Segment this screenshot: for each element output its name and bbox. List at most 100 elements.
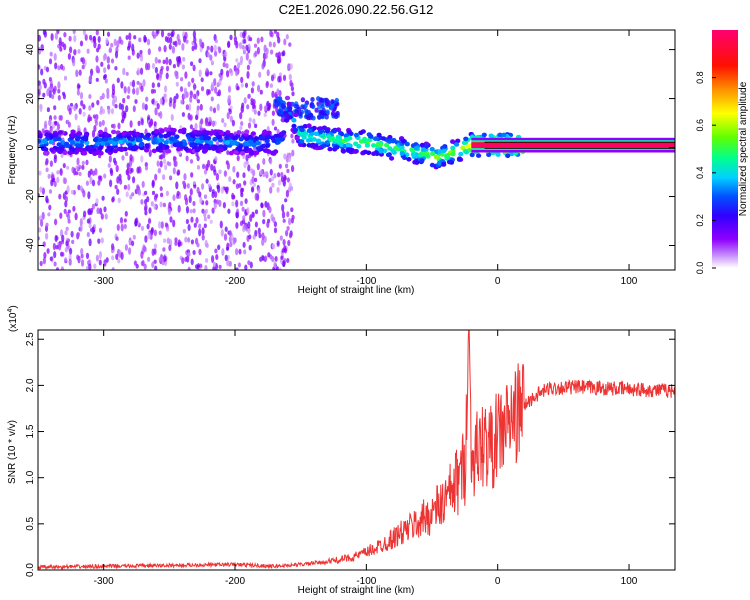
heatmap-noise-cell <box>163 255 167 263</box>
heatmap-ridge-cell <box>266 134 272 140</box>
heatmap-noise-cell <box>259 89 263 95</box>
snr-plot-area <box>38 330 675 570</box>
heatmap-ridge-cell <box>49 147 55 153</box>
heatmap-noise-cell <box>222 202 226 209</box>
heatmap-noise-cell <box>70 230 74 238</box>
heatmap-noise-cell <box>271 90 275 98</box>
heatmap-ridge-cell <box>129 146 135 151</box>
heatmap-noise-cell <box>232 165 236 173</box>
heatmap-noise-cell <box>166 226 170 232</box>
heatmap-noise-cell <box>90 68 94 77</box>
heatmap-ridge-cell <box>233 150 239 155</box>
heatmap-noise-cell <box>235 267 239 270</box>
heatmap-noise-cell <box>221 248 225 256</box>
heatmap-noise-cell <box>172 194 176 202</box>
heatmap-ridge-cell <box>196 130 203 135</box>
heatmap-noise-cell <box>146 223 150 230</box>
heatmap-ridge-cell <box>163 140 169 145</box>
spectrogram-y-axis-label: Frequency (Hz) <box>7 116 18 185</box>
heatmap-noise-cell <box>118 173 122 181</box>
heatmap-ridge-cell <box>270 150 276 156</box>
heatmap-noise-cell <box>162 202 166 208</box>
heatmap-noise-cell <box>232 179 236 185</box>
heatmap-noise-cell <box>212 107 217 114</box>
heatmap-ridge-cell <box>57 130 63 135</box>
heatmap-noise-cell <box>269 186 273 194</box>
heatmap-noise-cell <box>211 120 215 127</box>
heatmap-noise-cell <box>167 208 172 216</box>
heatmap-noise-cell <box>204 239 208 248</box>
heatmap-noise-cell <box>163 158 167 165</box>
heatmap-noise-cell <box>189 209 193 214</box>
heatmap-noise-cell <box>159 70 163 79</box>
heatmap-noise-cell <box>53 180 57 188</box>
heatmap-noise-cell <box>229 241 233 248</box>
y-tick-label: 20 <box>25 93 36 105</box>
heatmap-ridge-cell <box>258 135 264 141</box>
heatmap-ridge-cell <box>463 140 469 145</box>
heatmap-noise-cell <box>113 38 117 46</box>
heatmap-noise-cell <box>137 120 141 127</box>
heatmap-ridge-cell <box>77 131 83 136</box>
heatmap-noise-cell <box>169 216 173 223</box>
heatmap-ridge-cell <box>240 151 246 156</box>
heatmap-noise-cell <box>180 77 184 82</box>
heatmap-noise-cell <box>143 36 147 43</box>
heatmap-noise-cell <box>132 234 136 240</box>
heatmap-noise-cell <box>173 95 177 104</box>
heatmap-noise-cell <box>215 172 219 181</box>
heatmap-noise-cell <box>124 210 128 217</box>
heatmap-ridge-cell <box>279 131 285 137</box>
heatmap-noise-cell <box>221 118 225 124</box>
heatmap-ridge-cell <box>505 153 511 159</box>
colorbar-tick-label: 0.0 <box>695 262 705 275</box>
heatmap-noise-cell <box>210 45 214 53</box>
y-tick-label: 1.0 <box>25 470 36 484</box>
heatmap-noise-cell <box>144 165 149 171</box>
heatmap-noise-cell <box>259 103 263 111</box>
heatmap-noise-cell <box>137 188 141 196</box>
heatmap-noise-cell <box>154 66 158 74</box>
heatmap-ridge-cell <box>92 137 99 143</box>
heatmap-noise-cell <box>56 170 60 175</box>
heatmap-noise-cell <box>264 255 268 261</box>
heatmap-noise-cell <box>214 191 218 199</box>
heatmap-ridge-cell <box>353 141 359 147</box>
heatmap-noise-cell <box>48 77 53 82</box>
heatmap-noise-cell <box>231 201 235 207</box>
heatmap-ridge-cell <box>284 113 290 118</box>
heatmap-noise-cell <box>138 37 142 43</box>
heatmap-ridge-cell <box>188 137 194 142</box>
heatmap-noise-cell <box>135 87 139 96</box>
heatmap-noise-cell <box>225 246 230 251</box>
heatmap-noise-cell <box>226 162 230 170</box>
heatmap-noise-cell <box>242 241 246 248</box>
heatmap-ridge-cell <box>378 149 384 154</box>
heatmap-noise-cell <box>215 199 220 205</box>
heatmap-noise-cell <box>76 157 80 166</box>
heatmap-noise-cell <box>246 104 250 110</box>
heatmap-ridge-cell <box>212 136 218 142</box>
heatmap-noise-cell <box>128 32 132 41</box>
heatmap-noise-cell <box>91 102 95 108</box>
heatmap-noise-cell <box>114 184 118 190</box>
heatmap-noise-cell <box>278 72 283 77</box>
heatmap-noise-cell <box>162 151 166 159</box>
heatmap-noise-cell <box>205 258 209 263</box>
heatmap-noise-cell <box>68 35 72 42</box>
heatmap-noise-cell <box>164 97 168 103</box>
heatmap-noise-cell <box>258 71 262 78</box>
heatmap-noise-cell <box>117 122 121 130</box>
heatmap-ridge-cell <box>122 146 128 152</box>
heatmap-noise-cell <box>281 204 285 212</box>
heatmap-noise-cell <box>257 227 261 235</box>
heatmap-ridge-cell <box>260 143 266 149</box>
heatmap-noise-cell <box>140 118 144 126</box>
heatmap-noise-cell <box>140 251 144 259</box>
heatmap-noise-cell <box>271 118 275 126</box>
heatmap-ridge-cell <box>315 138 322 144</box>
heatmap-noise-cell <box>98 259 102 266</box>
heatmap-noise-cell <box>201 227 205 235</box>
heatmap-feature-cell <box>333 114 339 120</box>
heatmap-noise-cell <box>231 119 235 127</box>
